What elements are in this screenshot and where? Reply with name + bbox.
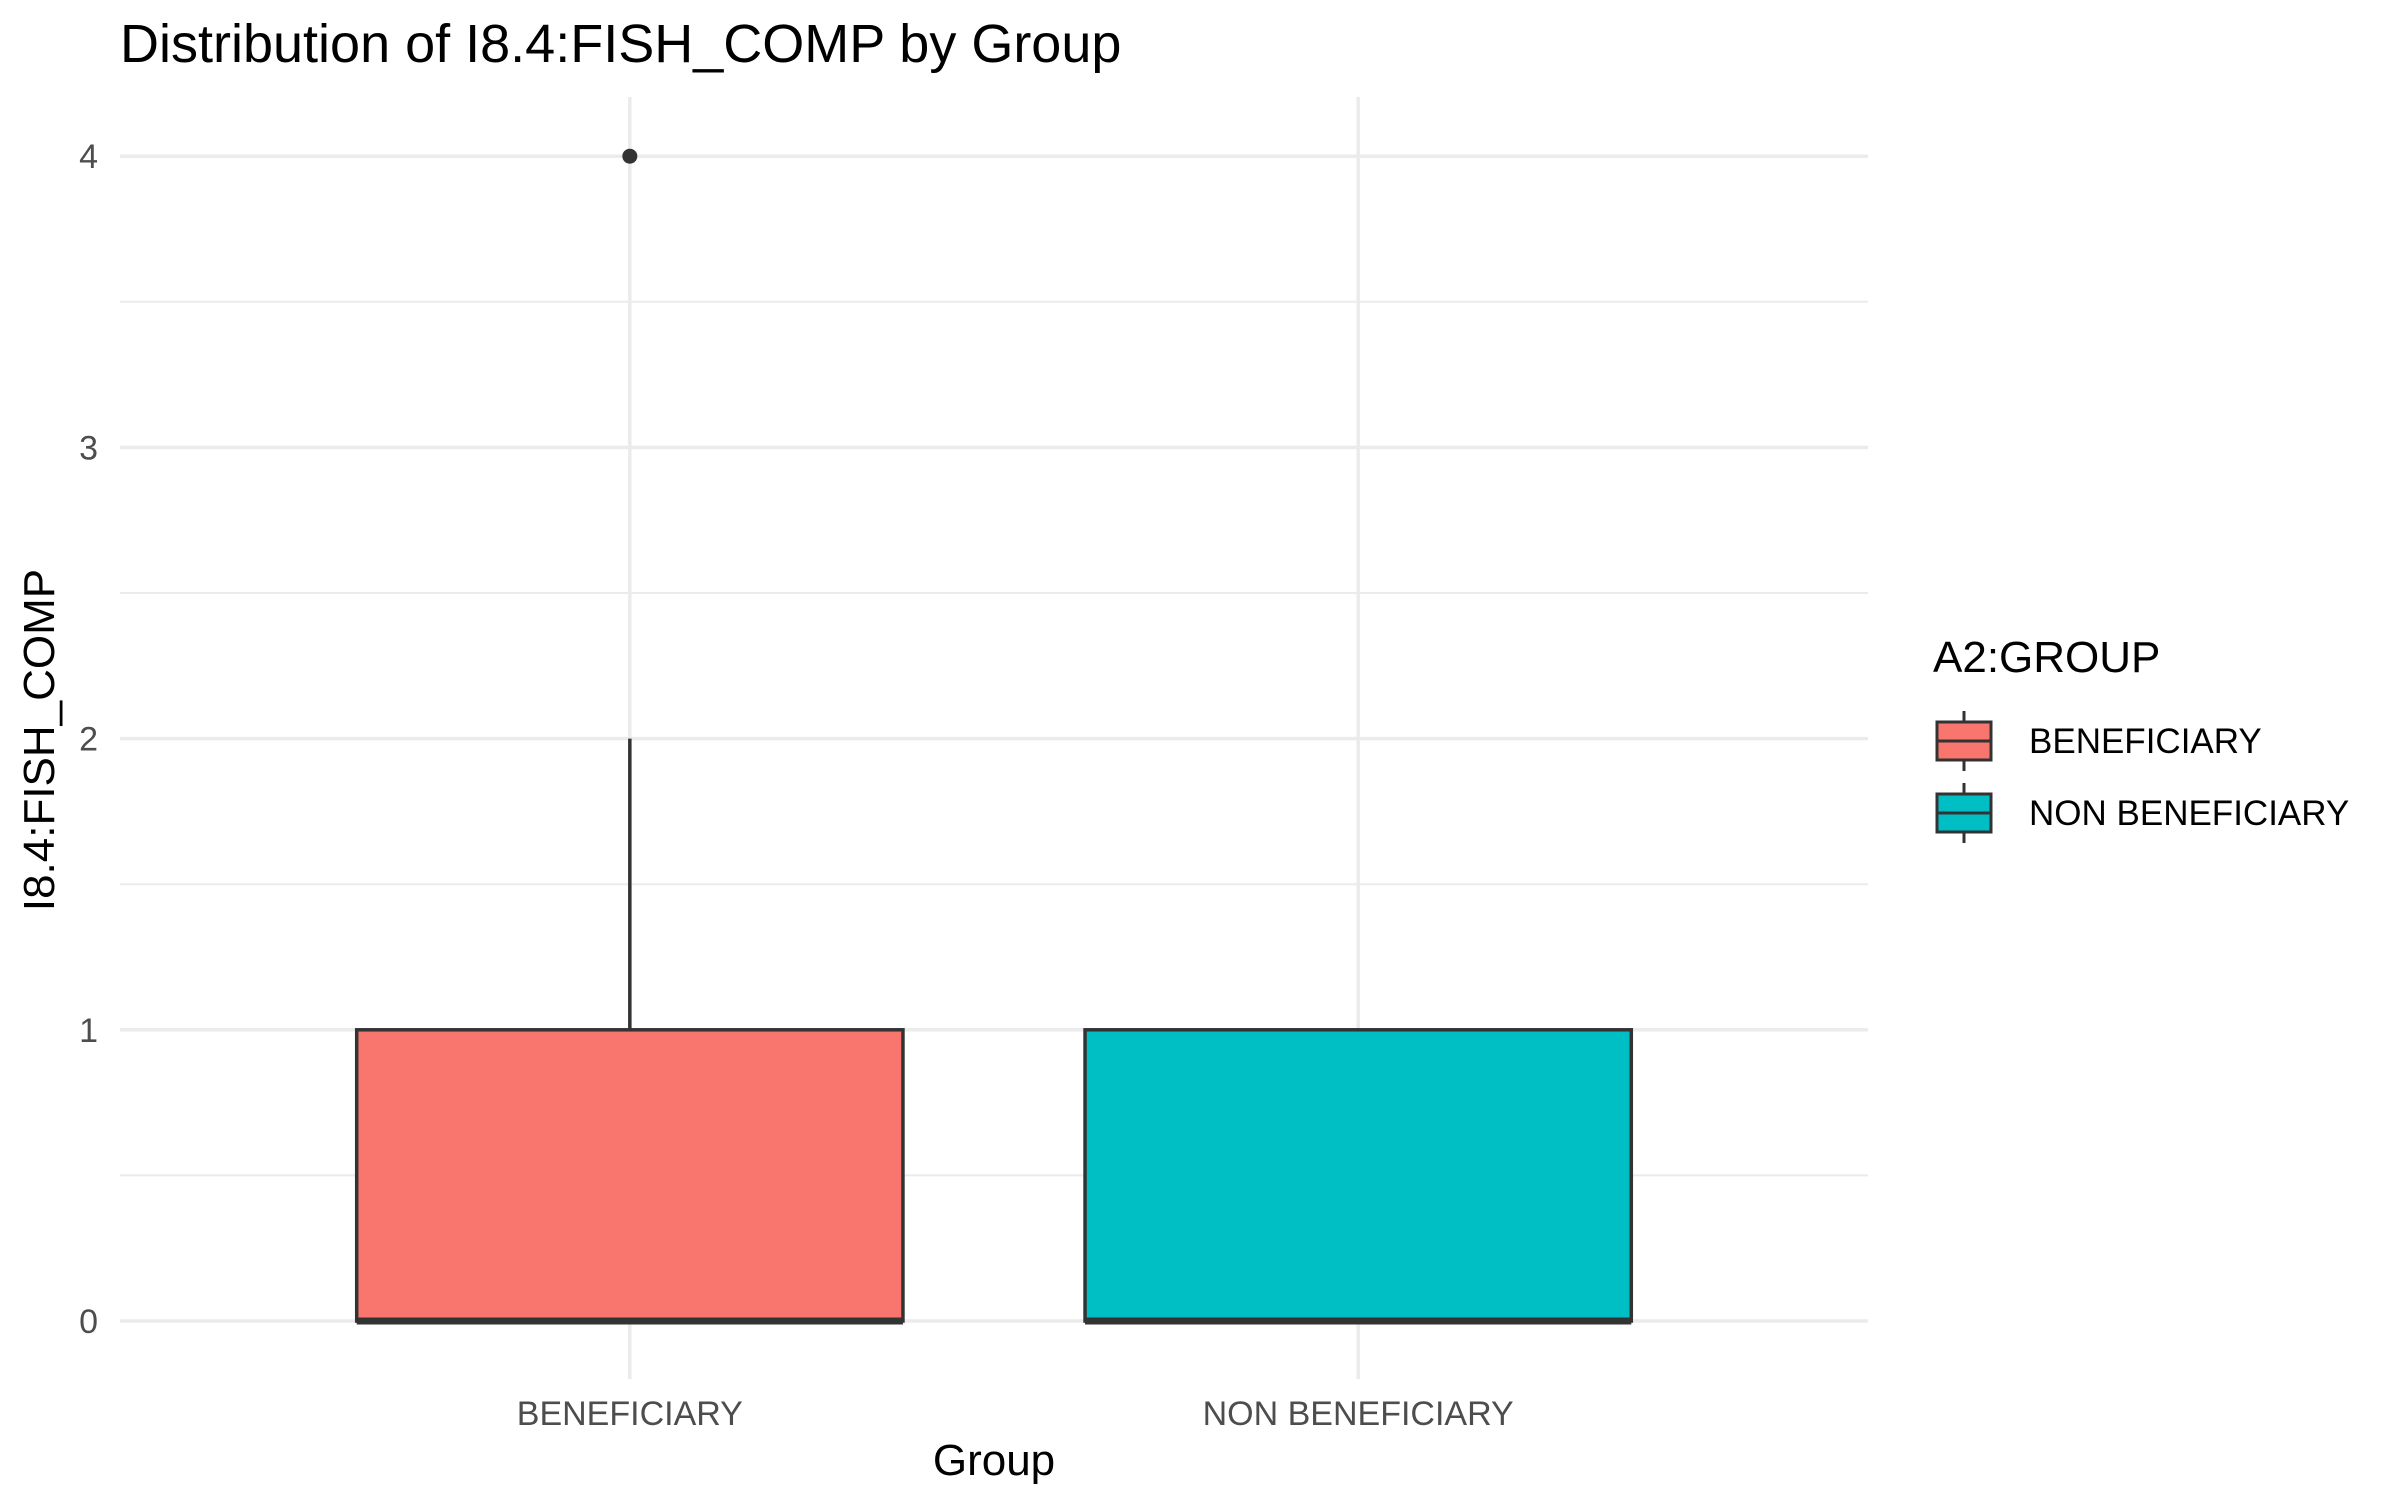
legend-title: A2:GROUP bbox=[1933, 633, 2160, 682]
x-tick-label: BENEFICIARY bbox=[517, 1395, 743, 1433]
outlier-point bbox=[622, 148, 638, 164]
y-tick-label: 1 bbox=[79, 1012, 98, 1050]
y-tick-label: 3 bbox=[79, 429, 98, 467]
y-tick-label: 0 bbox=[79, 1303, 98, 1341]
x-tick-label: NON BENEFICIARY bbox=[1203, 1395, 1514, 1433]
box bbox=[1083, 1028, 1634, 1323]
y-axis-tick-labels: 0 1 2 3 4 bbox=[79, 138, 98, 1341]
chart-title: Distribution of I8.4:FISH_COMP by Group bbox=[120, 14, 1121, 74]
x-axis-tick-labels: BENEFICIARY NON BENEFICIARY bbox=[517, 1395, 1514, 1433]
y-tick-label: 4 bbox=[79, 138, 98, 176]
box-series bbox=[354, 148, 1634, 1325]
legend-label: NON BENEFICIARY bbox=[2029, 794, 2349, 833]
x-axis-title: Group bbox=[933, 1436, 1055, 1485]
legend: A2:GROUP BENEFICIARY NON BENEFICIARY bbox=[1933, 633, 2349, 843]
y-tick-label: 2 bbox=[79, 721, 98, 759]
y-axis-title: I8.4:FISH_COMP bbox=[15, 569, 64, 911]
legend-items: BENEFICIARY NON BENEFICIARY bbox=[1935, 711, 2349, 843]
legend-label: BENEFICIARY bbox=[2029, 722, 2262, 761]
box bbox=[354, 1028, 905, 1323]
